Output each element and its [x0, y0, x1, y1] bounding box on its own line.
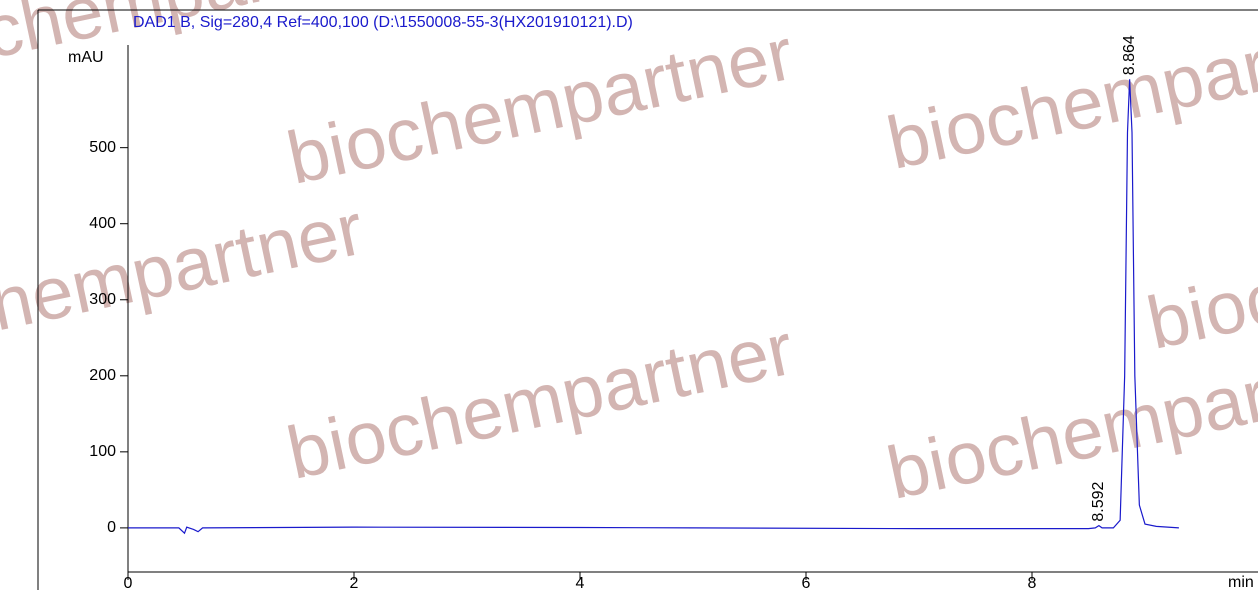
y-tick-label: 400 [89, 215, 116, 232]
watermark: biochempartner [0, 187, 370, 375]
trace-line [128, 79, 1179, 535]
watermark: biochempartner [280, 12, 800, 200]
y-tick-label: 100 [89, 443, 116, 460]
peak-label: 8.592 [1090, 481, 1107, 521]
x-tick-label: 2 [350, 575, 359, 590]
x-tick-label: 4 [576, 575, 585, 590]
x-tick-label: 8 [1028, 575, 1037, 590]
x-tick-label: 6 [802, 575, 811, 590]
x-tick-label: 0 [124, 575, 133, 590]
y-tick-label: 300 [89, 291, 116, 308]
watermark: biochempartner [880, 0, 1258, 185]
y-tick-label: 500 [89, 139, 116, 156]
y-tick-label: 200 [89, 367, 116, 384]
y-axis-label: mAU [68, 49, 104, 66]
peak-label: 8.864 [1121, 35, 1138, 75]
watermark: biochempartner [280, 307, 800, 495]
watermark: biochempartner [1140, 177, 1258, 365]
x-axis-label: min [1228, 574, 1254, 590]
y-tick-label: 0 [107, 519, 116, 536]
chart-title: DAD1 B, Sig=280,4 Ref=400,100 (D:\155000… [133, 14, 633, 31]
